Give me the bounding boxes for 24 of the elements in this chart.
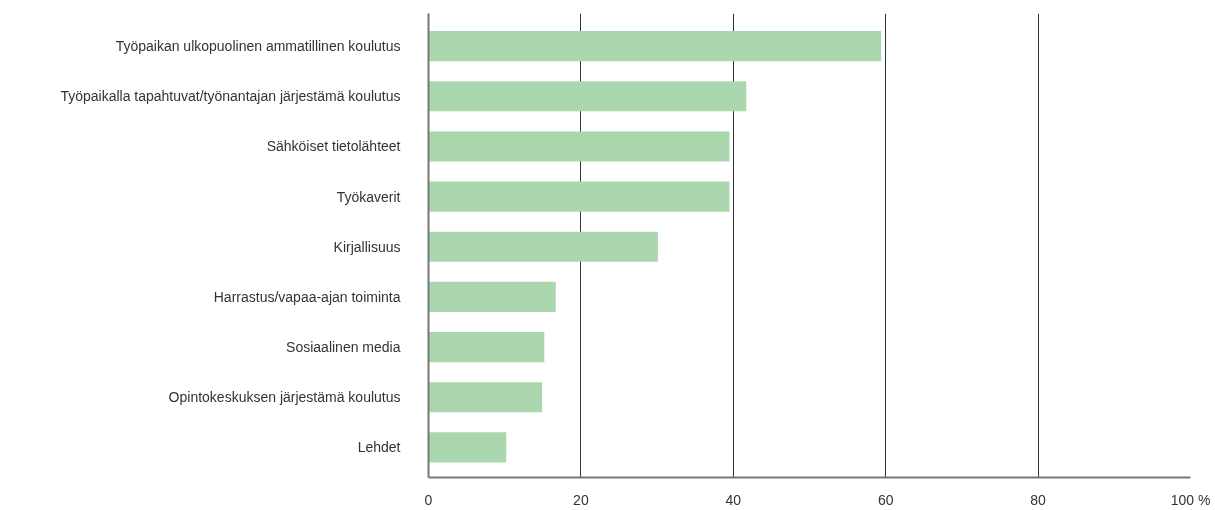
y-tick-label: Sähköiset tietolähteet <box>266 138 401 155</box>
x-tick-label: 0 <box>424 491 433 508</box>
bar <box>428 281 556 312</box>
x-tick-label: 60 <box>877 491 894 508</box>
y-tick-label: Lehdet <box>357 439 401 456</box>
bar <box>428 382 543 413</box>
y-tick-label: Työpaikalla tapahtuvat/työnantajan järjestämä koulutus <box>60 88 401 105</box>
x-tick-label: 20 <box>573 491 589 508</box>
y-tick-label: Harrastus/vapaa-ajan toiminta <box>213 288 401 305</box>
y-tick-label: Kirjallisuus <box>333 238 401 255</box>
y-tick-label: Opintokeskuksen järjestämä koulutus <box>168 389 401 406</box>
bar <box>428 131 730 162</box>
x-tick-label: 40 <box>725 491 742 508</box>
x-tick-label: 80 <box>1030 491 1047 508</box>
y-tick-label: Työkaverit <box>336 188 401 205</box>
y-tick-label: Sosiaalinen media <box>286 339 401 356</box>
bar <box>428 432 507 463</box>
bar <box>428 31 882 62</box>
bar <box>428 231 658 262</box>
x-tick-label: 100 % <box>1170 491 1211 508</box>
bar <box>428 81 747 112</box>
y-tick-label: Työpaikan ulkopuolinen ammatillinen koulutus <box>115 38 401 55</box>
bar <box>428 332 545 363</box>
bar <box>428 181 730 212</box>
